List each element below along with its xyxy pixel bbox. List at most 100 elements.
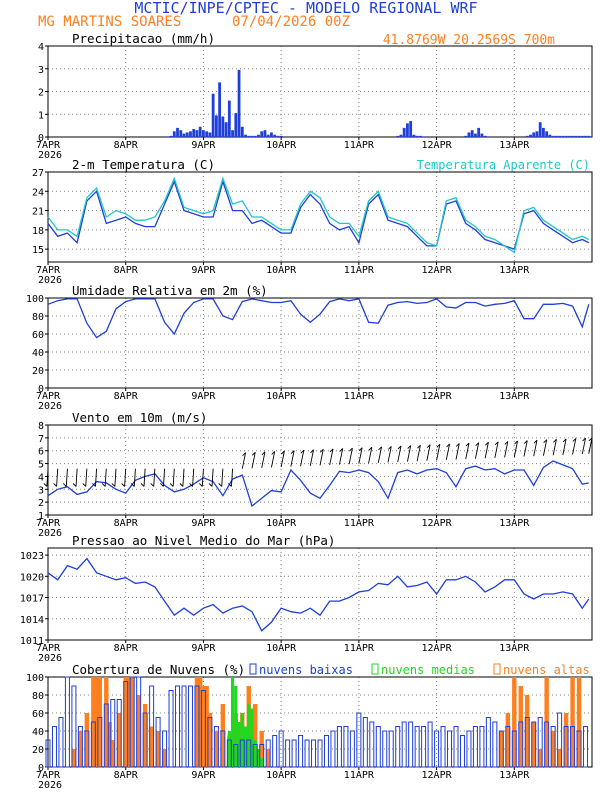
wind-vector: [445, 443, 450, 461]
wind-arrowhead: [198, 483, 203, 487]
cloud-bar-high: [162, 749, 167, 767]
wind-vector: [56, 468, 59, 487]
cloud-bar-low: [239, 739, 245, 768]
wind-arrowhead: [218, 483, 223, 487]
cloud-bar-low: [226, 739, 232, 768]
cloud-bar-high: [557, 749, 562, 767]
wind-arrowhead: [319, 449, 324, 453]
wind-arrowhead: [465, 442, 470, 447]
cloud-bar-mid: [260, 758, 264, 767]
wind-arrowhead: [72, 483, 77, 487]
wind-arrowhead: [553, 438, 557, 443]
cloud-bar-mid: [250, 708, 254, 767]
x-tick-label: 11APR: [344, 140, 375, 151]
x-tick-label: 10APR: [266, 391, 297, 402]
y-tick-label: 1: [38, 110, 44, 121]
cloud-bar-low: [453, 726, 459, 768]
cloud-bar-high: [84, 713, 90, 767]
cloud-bar-low: [71, 685, 77, 768]
wind-vector: [75, 468, 78, 487]
cloud-bar-low: [427, 721, 433, 768]
wind-vector: [221, 468, 224, 487]
wind-arrowhead: [494, 441, 499, 446]
wind-vector: [504, 441, 509, 458]
wind-vector: [201, 468, 204, 487]
y-tick-label: 1011: [20, 636, 44, 647]
precip-bar: [218, 82, 222, 137]
x-tick-label: 10APR: [266, 643, 297, 654]
wind-arrowhead: [582, 437, 586, 442]
y-tick-label: 0: [38, 133, 44, 144]
cloud-bar-low: [550, 726, 556, 768]
y-tick-label: 80: [32, 312, 44, 323]
x-tick-label: 8APR: [114, 770, 139, 781]
cloud-bar-mid: [234, 686, 238, 767]
precip-bar: [231, 130, 234, 137]
precip-bar: [464, 135, 468, 137]
precip-bar: [532, 132, 536, 137]
cloud-bar-low: [97, 717, 103, 768]
cloud-bar-low: [408, 721, 414, 768]
cloud-bar-low: [576, 730, 582, 768]
panel-title: Pressao ao Nivel Medio do Mar (hPa): [72, 533, 335, 548]
legend-label: nuvens medias: [381, 663, 475, 677]
wind-vector: [172, 468, 175, 487]
wind-vector: [94, 468, 98, 487]
x-tick-label: 13APR: [499, 265, 530, 276]
x-tick-label: 10APR: [266, 140, 297, 151]
cloud-bar-high: [110, 740, 115, 767]
precip-bar: [467, 132, 471, 137]
cloud-bar-low: [485, 717, 491, 768]
wind-vector: [280, 450, 285, 468]
cloud-bar-low: [304, 739, 310, 768]
precip-bar: [558, 135, 562, 137]
cloud-bar-low: [45, 739, 51, 768]
series-line: [47, 179, 590, 250]
cloud-bar-low: [447, 730, 453, 768]
plot-frame: [47, 424, 593, 516]
precip-bar: [237, 69, 241, 137]
precip-bar: [240, 126, 244, 137]
cloud-bar-high: [129, 677, 135, 767]
wind-vector: [182, 468, 185, 487]
wind-arrowhead: [242, 452, 246, 456]
precip-bar: [224, 122, 228, 137]
cloud-bar-low: [472, 726, 478, 768]
cloud-bar-high: [94, 677, 99, 767]
cloud-bar-low: [58, 717, 64, 768]
x-tick-label: 10APR: [266, 770, 297, 781]
wind-arrowhead: [310, 449, 314, 454]
y-tick-label: 0: [38, 763, 44, 774]
cloud-bar-high: [126, 677, 132, 767]
wind-arrowhead: [387, 446, 392, 450]
y-tick-label: 21: [32, 207, 44, 218]
cloud-bar-low: [544, 721, 550, 768]
x-tick-label: 9APR: [191, 265, 216, 276]
cloud-bar-low: [272, 735, 278, 768]
cloud-bar-low: [498, 730, 504, 768]
cloud-bar-low: [51, 726, 57, 768]
panel-title: Umidade Relativa em 2m (%): [72, 283, 268, 298]
wind-arrowhead: [92, 483, 96, 487]
wind-vector: [377, 446, 382, 463]
cloud-bar-low: [369, 721, 375, 768]
panel-clouds: 0 20 40 60 80 100 7APR 8APR 9APR 10APR 11APR 12APR 1…: [26, 662, 593, 791]
wind-vector: [523, 440, 528, 457]
precip-bar: [580, 135, 584, 137]
wind-vector: [387, 446, 392, 463]
cloud-bar-high: [142, 704, 148, 767]
precip-bar: [214, 115, 218, 137]
wind-arrowhead: [329, 448, 334, 453]
wind-vector: [494, 441, 499, 458]
wind-vector: [270, 451, 276, 468]
wind-vector: [133, 468, 136, 487]
panel-pressure: 1011 1014 1017 1020 1023 7APR 8APR 9APR 10APR 11A…: [20, 533, 593, 664]
wind-arrowhead: [179, 483, 184, 487]
wind-vector: [406, 445, 412, 462]
wind-arrowhead: [43, 483, 48, 487]
wind-vector: [230, 468, 234, 487]
cloud-bar-low: [175, 685, 181, 768]
wind-vector: [46, 468, 49, 487]
precip-bar: [198, 126, 202, 137]
x-tick-label: 13APR: [499, 391, 530, 402]
